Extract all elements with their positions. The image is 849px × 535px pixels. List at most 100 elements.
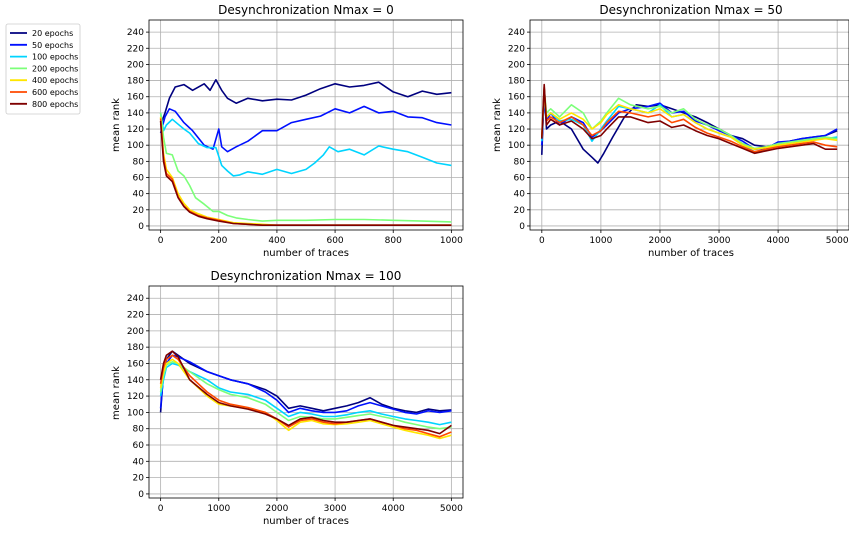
x-tick-label: 4000 <box>767 236 790 246</box>
series-line <box>541 91 838 150</box>
legend: 20 epochs 50 epochs 100 epochs 200 epochs 40… <box>5 23 81 115</box>
series-lines <box>541 83 838 164</box>
x-tick-label: 600 <box>326 236 343 246</box>
axes: 0 20 40 60 80 100 120 140 160 180 200 220 240 0 1000 20… <box>127 294 463 514</box>
y-tick-label: 0 <box>138 490 144 500</box>
series-line <box>159 350 452 435</box>
y-tick-label: 0 <box>138 222 144 232</box>
series-line <box>541 87 838 164</box>
subplot-title: Desynchronization Nmax = 100 <box>211 269 402 283</box>
x-tick-label: 4000 <box>382 504 405 514</box>
y-tick-label: 200 <box>508 60 525 70</box>
grid <box>149 20 463 230</box>
y-tick-label: 160 <box>127 93 144 103</box>
series-line <box>159 112 452 177</box>
y-tick-label: 200 <box>127 327 144 337</box>
y-tick-label: 20 <box>514 206 526 216</box>
x-tick-label: 2000 <box>649 236 672 246</box>
y-tick-label: 80 <box>133 425 145 435</box>
series-lines <box>159 350 452 440</box>
subplot-nmax-100: Desynchronization Nmax = 100 number of t… <box>111 269 464 527</box>
y-tick-label: 80 <box>133 157 145 167</box>
plot-frame <box>148 285 464 499</box>
legend-label: 50 epochs <box>32 41 73 50</box>
y-tick-label: 0 <box>519 222 525 232</box>
y-tick-label: 100 <box>127 141 144 151</box>
y-tick-label: 180 <box>508 77 525 87</box>
y-tick-label: 180 <box>127 343 144 353</box>
legend-label: 600 epochs <box>32 88 78 97</box>
series-line <box>541 86 838 153</box>
legend-label: 400 epochs <box>32 76 78 85</box>
y-tick-label: 240 <box>127 28 144 38</box>
y-axis-label: mean rank <box>111 366 122 420</box>
y-axis-label: mean rank <box>111 98 122 152</box>
x-tick-label: 5000 <box>440 504 463 514</box>
subplot-title: Desynchronization Nmax = 0 <box>218 3 394 17</box>
y-tick-label: 20 <box>133 474 145 484</box>
y-tick-label: 120 <box>508 125 525 135</box>
axes: 0 20 40 60 80 100 120 140 160 180 200 220 240 0 200 400… <box>127 28 463 246</box>
x-tick-label: 2000 <box>265 504 288 514</box>
subplot-title: Desynchronization Nmax = 50 <box>599 3 782 17</box>
y-tick-label: 60 <box>133 441 145 451</box>
y-tick-label: 140 <box>127 376 144 386</box>
y-tick-label: 240 <box>127 294 144 304</box>
y-tick-label: 180 <box>127 77 144 87</box>
y-tick-label: 40 <box>133 190 145 200</box>
y-tick-label: 100 <box>508 141 525 151</box>
x-tick-label: 800 <box>385 236 402 246</box>
x-tick-label: 0 <box>539 236 545 246</box>
subplot-nmax-50: Desynchronization Nmax = 50 number of tr… <box>492 3 849 259</box>
x-axis-label: number of traces <box>263 248 349 259</box>
series-line <box>541 87 838 150</box>
x-tick-label: 200 <box>210 236 227 246</box>
x-tick-label: 0 <box>158 236 164 246</box>
series-line <box>159 118 452 226</box>
series-lines <box>159 79 452 226</box>
y-tick-label: 160 <box>508 93 525 103</box>
y-tick-label: 120 <box>127 392 144 402</box>
series-line <box>541 83 838 155</box>
series-line <box>159 354 452 415</box>
subplot-nmax-0: Desynchronization Nmax = 0 number of tra… <box>111 3 464 259</box>
x-axis-label: number of traces <box>263 516 349 527</box>
x-tick-label: 1000 <box>440 236 463 246</box>
y-tick-label: 140 <box>508 109 525 119</box>
x-tick-label: 400 <box>268 236 285 246</box>
plot-frame <box>529 19 849 231</box>
y-tick-label: 20 <box>133 206 145 216</box>
y-tick-label: 60 <box>133 174 145 184</box>
x-tick-label: 0 <box>158 504 164 514</box>
series-line <box>159 112 452 223</box>
series-line <box>159 120 452 226</box>
series-line <box>159 116 452 226</box>
legend-label: 100 epochs <box>32 53 78 62</box>
x-tick-label: 5000 <box>826 236 849 246</box>
plot-frame <box>148 19 464 231</box>
y-tick-label: 240 <box>508 28 525 38</box>
y-tick-label: 40 <box>133 457 145 467</box>
y-tick-label: 140 <box>127 109 144 119</box>
y-axis-label: mean rank <box>492 98 503 152</box>
series-line <box>159 79 452 126</box>
y-tick-label: 60 <box>514 174 526 184</box>
series-line <box>159 105 452 153</box>
y-tick-label: 100 <box>127 408 144 418</box>
y-tick-label: 80 <box>514 157 526 167</box>
x-tick-label: 1000 <box>207 504 230 514</box>
x-tick-label: 1000 <box>589 236 612 246</box>
x-tick-label: 3000 <box>708 236 731 246</box>
y-tick-label: 220 <box>127 44 144 54</box>
y-tick-label: 40 <box>514 190 526 200</box>
y-tick-label: 220 <box>127 311 144 321</box>
legend-label: 200 epochs <box>32 64 78 73</box>
series-line <box>159 358 452 440</box>
y-tick-label: 200 <box>127 60 144 70</box>
x-tick-label: 3000 <box>324 504 347 514</box>
legend-label: 20 epochs <box>32 29 73 38</box>
axes: 0 20 40 60 80 100 120 140 160 180 200 220 240 0 1000 20… <box>508 28 849 246</box>
y-tick-label: 220 <box>508 44 525 54</box>
